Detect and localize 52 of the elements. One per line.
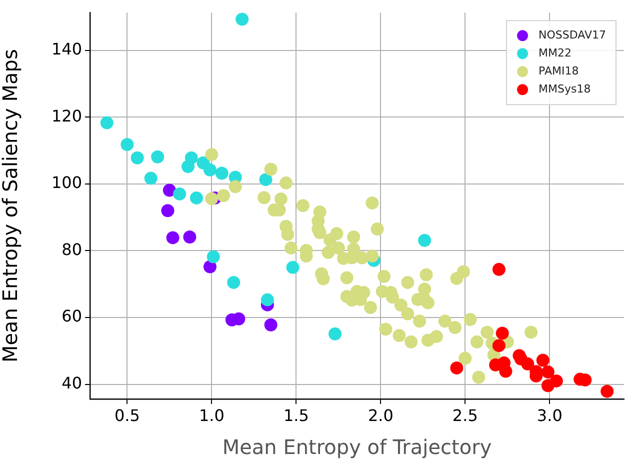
point [536,354,550,367]
point [227,276,240,289]
x-tick-label: 0.5 [114,406,140,425]
point [203,260,216,274]
point [215,166,228,180]
point [521,357,534,370]
point [183,230,196,244]
point [550,374,563,388]
point [166,231,180,244]
y-tick-label: 60 [62,306,82,326]
point [600,384,614,398]
y-tick-label: 140 [51,39,82,58]
legend-label: MM22 [538,46,572,60]
y-axis-title: Mean Entropy of Saliency Maps [0,49,22,363]
point [173,187,186,200]
x-tick-label: 1.5 [283,406,309,425]
y-tick-label: 40 [62,373,82,392]
point [162,184,176,197]
point [144,172,158,185]
x-tick-label: 2.0 [368,406,394,425]
x-tick-label: 2.5 [452,406,478,425]
point [130,151,144,164]
point [236,12,249,26]
point [206,250,220,264]
point [286,260,300,274]
legend-label: MMSys18 [538,82,591,96]
point [541,365,554,378]
point [182,160,195,174]
x-tick-label: 3.0 [536,406,562,425]
point [190,191,203,204]
point [450,361,464,374]
point [151,150,164,164]
point [328,327,342,340]
x-tick-label: 1.0 [198,406,224,425]
point [264,318,278,332]
point [260,293,274,306]
x-axis-title: Mean Entropy of Trajectory [222,435,492,460]
point [492,339,506,352]
y-tick-label: 80 [62,240,82,259]
legend-label: NOSSDAV17 [538,28,606,42]
point [203,163,216,176]
point [496,326,509,340]
point [492,262,506,276]
y-tick-label: 120 [51,106,82,126]
legend-label: PAMI18 [538,64,579,78]
point [120,138,134,152]
y-tick-label: 100 [51,173,82,192]
point [161,204,174,218]
point [259,173,272,186]
point [418,234,432,247]
point [499,364,512,378]
point [100,116,114,130]
